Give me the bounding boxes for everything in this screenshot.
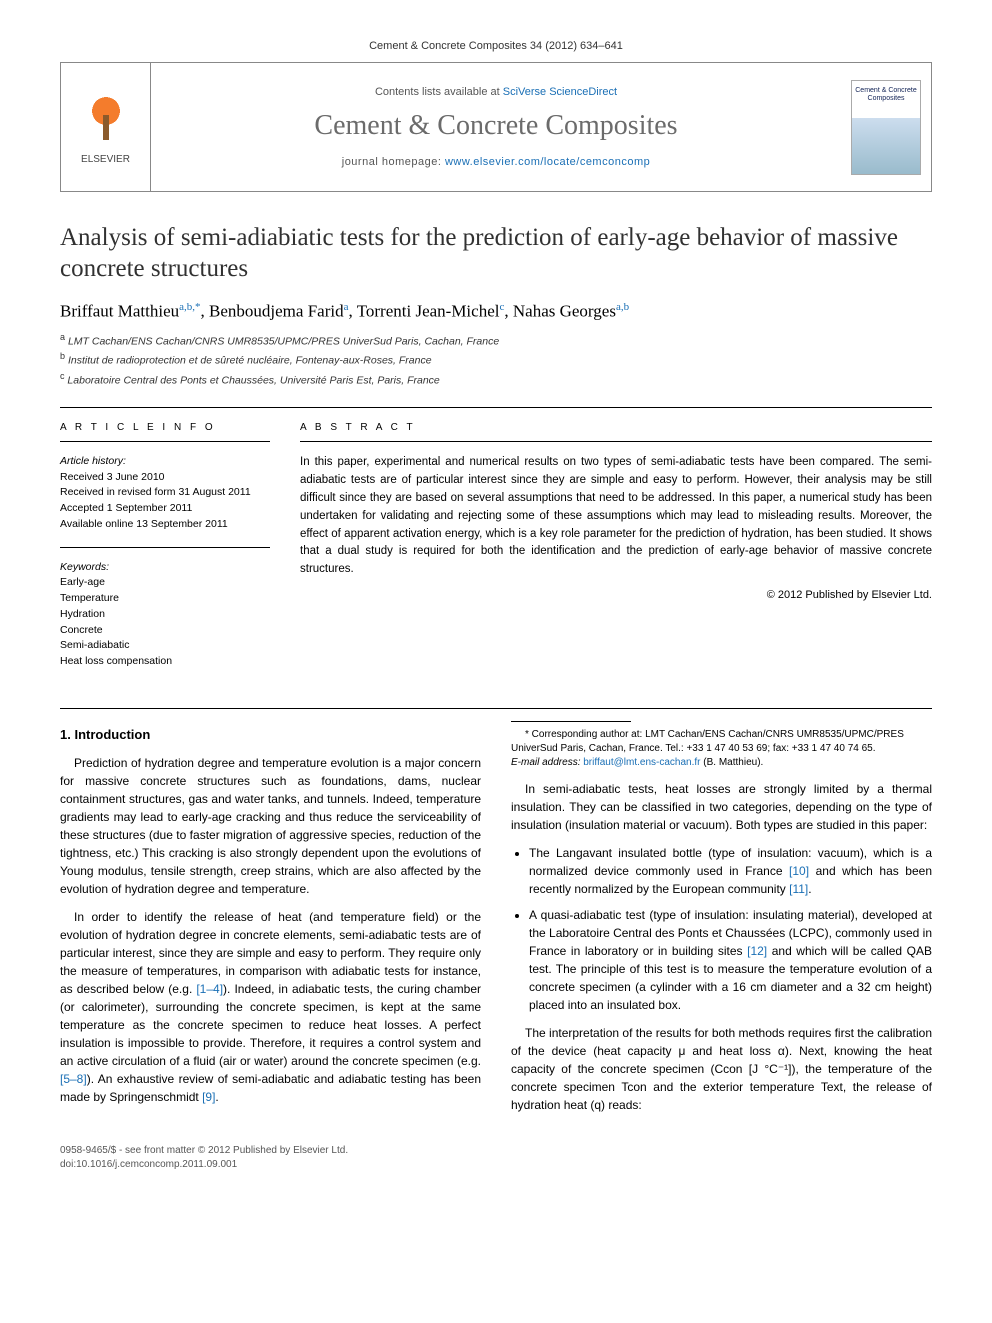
contents-line: Contents lists available at SciVerse Sci… <box>375 86 617 98</box>
rule-abs <box>300 441 932 442</box>
cover-cell: Cement & Concrete Composites <box>841 63 931 191</box>
footnote-separator <box>511 721 631 722</box>
journal-name: Cement & Concrete Composites <box>314 110 677 142</box>
rule-info <box>60 441 270 442</box>
homepage-link[interactable]: www.elsevier.com/locate/cemconcomp <box>445 156 650 168</box>
ref-11[interactable]: [11] <box>789 882 808 896</box>
journal-header: ELSEVIER Contents lists available at Sci… <box>60 62 932 192</box>
author-2-sup: a <box>344 301 349 313</box>
insulation-list: The Langavant insulated bottle (type of … <box>529 844 932 1014</box>
email-label: E-mail address: <box>511 757 583 768</box>
p2e: . <box>215 1090 218 1104</box>
header-center: Contents lists available at SciVerse Sci… <box>151 63 841 191</box>
keyword-2: Temperature <box>60 591 270 607</box>
doi-line: doi:10.1016/j.cemconcomp.2011.09.001 <box>60 1158 932 1172</box>
front-matter-line: 0958-9465/$ - see front matter © 2012 Pu… <box>60 1144 932 1158</box>
citation-line: Cement & Concrete Composites 34 (2012) 6… <box>60 40 932 52</box>
contents-prefix: Contents lists available at <box>375 86 503 98</box>
journal-cover-thumb: Cement & Concrete Composites <box>851 80 921 175</box>
corresponding-footnote: * Corresponding author at: LMT Cachan/EN… <box>511 728 932 770</box>
history-label: Article history: <box>60 454 270 470</box>
ref-12[interactable]: [12] <box>747 944 767 958</box>
affiliation-a: LMT Cachan/ENS Cachan/CNRS UMR8535/UPMC/… <box>68 336 499 348</box>
author-1-sup: a,b,* <box>179 301 200 313</box>
footnote-star: * Corresponding author at: LMT Cachan/EN… <box>511 729 904 754</box>
bottom-meta: 0958-9465/$ - see front matter © 2012 Pu… <box>60 1144 932 1172</box>
rule-body <box>60 708 932 709</box>
article-info-label: A R T I C L E I N F O <box>60 420 270 435</box>
li1c: . <box>808 882 811 896</box>
authors-line: Briffaut Matthieua,b,*, Benboudjema Fari… <box>60 301 932 322</box>
section-intro-heading: 1. Introduction <box>60 725 481 745</box>
abstract-col: A B S T R A C T In this paper, experimen… <box>300 420 932 684</box>
keywords-block: Keywords: Early-age Temperature Hydratio… <box>60 560 270 670</box>
body-columns: 1. Introduction Prediction of hydration … <box>60 721 932 1122</box>
author-3: Torrenti Jean-Michel <box>357 301 500 320</box>
elsevier-tree-icon <box>81 90 131 150</box>
affiliation-b: Institut de radioprotection et de sûreté… <box>68 355 432 367</box>
history-received: Received 3 June 2010 <box>60 470 270 486</box>
keyword-6: Heat loss compensation <box>60 654 270 670</box>
list-item-qab: A quasi-adiabatic test (type of insulati… <box>529 906 932 1014</box>
ref-1-4[interactable]: [1–4] <box>196 982 223 996</box>
intro-p3: In semi-adiabatic tests, heat losses are… <box>511 780 932 834</box>
keywords-label: Keywords: <box>60 560 270 576</box>
email-suffix: (B. Matthieu). <box>703 757 763 768</box>
ref-5-8[interactable]: [5–8] <box>60 1072 87 1086</box>
author-1: Briffaut Matthieu <box>60 301 179 320</box>
history-revised: Received in revised form 31 August 2011 <box>60 485 270 501</box>
intro-p2-part1: In order to identify the release of heat… <box>60 908 481 1106</box>
keyword-3: Hydration <box>60 607 270 623</box>
sciencedirect-link[interactable]: SciVerse ScienceDirect <box>503 86 617 98</box>
abstract-label: A B S T R A C T <box>300 420 932 436</box>
email-link[interactable]: briffaut@lmt.ens-cachan.fr <box>583 757 700 768</box>
affiliation-c: Laboratoire Central des Ponts et Chaussé… <box>67 374 439 386</box>
p2d: ). An exhaustive review of semi-adiabati… <box>60 1072 481 1104</box>
author-2: Benboudjema Farid <box>209 301 344 320</box>
affiliations: a LMT Cachan/ENS Cachan/CNRS UMR8535/UPM… <box>60 331 932 389</box>
ref-10[interactable]: [10] <box>789 864 809 878</box>
abstract-copyright: © 2012 Published by Elsevier Ltd. <box>300 587 932 604</box>
rule-kw <box>60 547 270 548</box>
homepage-prefix: journal homepage: <box>342 156 445 168</box>
intro-p4: The interpretation of the results for bo… <box>511 1024 932 1114</box>
publisher-logo-cell: ELSEVIER <box>61 63 151 191</box>
homepage-line: journal homepage: www.elsevier.com/locat… <box>342 156 650 168</box>
keyword-4: Concrete <box>60 623 270 639</box>
author-4-sup: a,b <box>616 301 629 313</box>
history-online: Available online 13 September 2011 <box>60 517 270 533</box>
article-info-col: A R T I C L E I N F O Article history: R… <box>60 420 270 684</box>
rule-top <box>60 407 932 408</box>
ref-9[interactable]: [9] <box>202 1090 215 1104</box>
article-history: Article history: Received 3 June 2010 Re… <box>60 454 270 533</box>
intro-p1: Prediction of hydration degree and tempe… <box>60 754 481 898</box>
history-accepted: Accepted 1 September 2011 <box>60 501 270 517</box>
paper-title: Analysis of semi-adiabiatic tests for th… <box>60 222 932 285</box>
abstract-text: In this paper, experimental and numerica… <box>300 454 932 579</box>
author-4: Nahas Georges <box>513 301 616 320</box>
author-3-sup: c <box>499 301 504 313</box>
publisher-name: ELSEVIER <box>81 154 130 165</box>
keyword-5: Semi-adiabatic <box>60 638 270 654</box>
list-item-langavant: The Langavant insulated bottle (type of … <box>529 844 932 898</box>
keyword-1: Early-age <box>60 575 270 591</box>
